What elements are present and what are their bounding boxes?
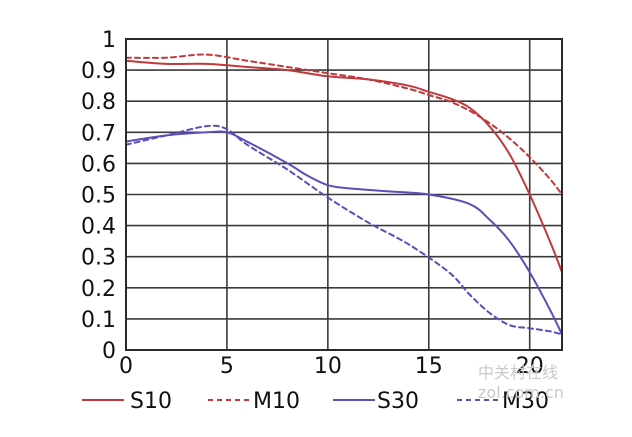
y-tick-label: 0.8 <box>81 90 116 115</box>
watermark-line1: 中关村在线 <box>478 363 558 382</box>
legend-label-s30: S30 <box>377 389 419 414</box>
legend-label-s10: S10 <box>130 389 172 414</box>
legend-item-s30: S30 <box>333 389 419 414</box>
x-tick-label: 0 <box>119 354 133 379</box>
series-line-m30 <box>125 124 563 336</box>
y-axis-ticks: 0 0.1 0.2 0.3 0.4 0.5 0.6 0.7 0.8 0.9 1 <box>81 28 116 364</box>
legend-item-s10: S10 <box>82 389 172 414</box>
y-tick-label: 1 <box>102 28 116 53</box>
x-tick-label: 15 <box>415 354 443 379</box>
series-line-m10 <box>125 53 563 196</box>
y-tick-label: 0.1 <box>81 308 116 333</box>
series-line-s30 <box>125 130 563 336</box>
y-tick-label: 0.5 <box>81 184 116 209</box>
y-tick-label: 0.3 <box>81 246 116 271</box>
y-tick-label: 0.9 <box>81 59 116 84</box>
y-tick-label: 0.7 <box>81 121 116 146</box>
legend-item-m10: M10 <box>208 389 300 414</box>
y-tick-label: 0.6 <box>81 152 116 177</box>
y-tick-label: 0.4 <box>81 215 116 240</box>
plot-frame <box>125 38 563 351</box>
watermark: 中关村在线 zol.com.cn <box>478 363 564 402</box>
grid <box>125 38 562 351</box>
y-tick-label: 0.2 <box>81 277 116 302</box>
series-lines <box>125 53 563 336</box>
x-tick-label: 5 <box>220 354 234 379</box>
legend-item-m30: M30 <box>457 389 549 414</box>
x-tick-label: 10 <box>314 354 342 379</box>
legend-label-m30: M30 <box>502 389 549 414</box>
series-line-s10 <box>125 59 563 274</box>
legend: S10 M10 S30 M30 <box>82 389 549 414</box>
x-tick-label: 20 <box>516 354 544 379</box>
legend-label-m10: M10 <box>253 389 300 414</box>
plot-border <box>125 38 563 351</box>
x-axis-ticks: 0 5 10 15 20 <box>119 354 544 379</box>
y-tick-label: 0 <box>102 339 116 364</box>
watermark-line2: zol.com.cn <box>478 383 564 402</box>
